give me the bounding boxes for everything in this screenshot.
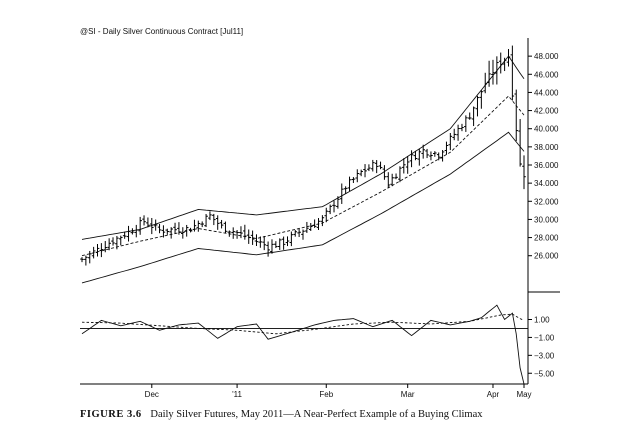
price-y-tick-label: 40.000 (534, 125, 559, 134)
price-y-tick-label: 46.000 (534, 70, 559, 79)
price-y-tick-label: 28.000 (534, 234, 559, 243)
price-y-tick-label: 44.000 (534, 88, 559, 97)
price-y-tick-label: 26.000 (534, 252, 559, 261)
price-y-tick-label: 48.000 (534, 52, 559, 61)
chart-axes: 26.000 28.000 30.000 32.000 34.000 36.000 38.0… (80, 38, 560, 399)
price-panel (80, 45, 526, 284)
x-tick-label: Dec (145, 390, 159, 399)
lower-envelope-line (81, 131, 525, 284)
chart-title: @SI - Daily Silver Continuous Contract [… (80, 27, 244, 36)
price-y-tick-label: 38.000 (534, 143, 559, 152)
price-y-tick-label: 30.000 (534, 215, 559, 224)
x-tick-label: '11 (232, 390, 242, 399)
oscillator-signal-line (81, 313, 525, 335)
figure-caption-text: Daily Silver Futures, May 2011—A Near-Pe… (150, 409, 483, 420)
oscillator-panel (80, 304, 528, 385)
x-tick-label: Apr (487, 390, 500, 399)
x-tick-label: May (516, 390, 531, 399)
upper-envelope-line (81, 55, 525, 240)
osc-y-tick-label: −5.00 (534, 369, 555, 378)
price-y-tick-label: 34.000 (534, 179, 559, 188)
x-tick-label: Mar (401, 390, 415, 399)
price-y-tick-label: 42.000 (534, 107, 559, 116)
price-y-tick-label: 36.000 (534, 161, 559, 170)
osc-y-tick-label: −1.00 (534, 333, 555, 342)
figure-caption: FIGURE 3.6 Daily Silver Futures, May 201… (80, 408, 482, 420)
oscillator-line (81, 304, 525, 385)
price-y-tick-label: 32.000 (534, 197, 559, 206)
x-tick-label: Feb (319, 390, 333, 399)
osc-y-tick-label: −3.00 (534, 351, 555, 360)
moving-average-line (81, 95, 525, 257)
osc-y-tick-label: 1.00 (534, 316, 550, 325)
figure-label: FIGURE 3.6 (80, 409, 142, 420)
